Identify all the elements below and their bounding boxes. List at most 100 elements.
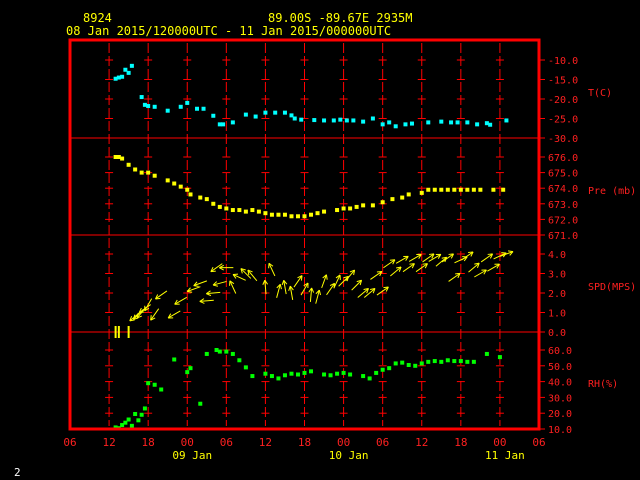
wind-arrow [315, 289, 322, 304]
wind-arrow [390, 266, 402, 277]
data-point [387, 366, 392, 371]
wind-arrow-shaft [300, 282, 309, 296]
x-hour-label: 12 [259, 436, 272, 449]
data-point [491, 187, 496, 192]
wind-arrow [232, 273, 246, 281]
wind-arrow-head [262, 279, 266, 285]
wind-arrow-shaft [480, 253, 493, 263]
wind-arrow-head [359, 280, 363, 286]
wind-arrow-head [496, 263, 500, 269]
wind-arrow-head [370, 288, 376, 290]
data-point [302, 214, 307, 219]
wind-arrow [468, 262, 480, 273]
wind-arrow-shaft [333, 274, 341, 288]
wind-arrow-head [206, 290, 211, 295]
data-point [370, 116, 375, 121]
data-point [465, 187, 470, 192]
wind-arrow [402, 263, 415, 273]
wind-arrow-head [424, 263, 428, 269]
y-tick-label: -25.0 [548, 115, 578, 126]
axis-label: T(C) [588, 88, 612, 99]
y-tick-label: 4.0 [548, 250, 566, 261]
data-point [178, 184, 183, 189]
data-point [129, 423, 134, 428]
axis-label: Pre (mb) [588, 186, 636, 197]
wind-arrow-shaft [357, 288, 369, 298]
data-point [139, 412, 144, 417]
data-point [387, 120, 392, 125]
wind-arrow-shaft [167, 310, 181, 319]
data-point [309, 212, 314, 217]
data-point [224, 206, 229, 211]
wind-arrow [300, 282, 309, 296]
data-point [142, 102, 147, 107]
data-point [250, 208, 255, 213]
data-point [139, 170, 144, 175]
data-point [120, 156, 125, 161]
wind-arrow-head [422, 263, 428, 265]
wind-arrow-shaft [212, 280, 227, 286]
wind-arrow-head [240, 268, 243, 274]
data-point [406, 363, 411, 368]
y-tick-label: 673.0 [548, 200, 578, 211]
wind-arrow-shaft [363, 288, 376, 298]
y-tick-label: -30.0 [548, 134, 578, 145]
data-point [406, 192, 411, 197]
wind-arrow-shaft [448, 272, 461, 282]
wind-arrow-head [138, 307, 142, 313]
data-point [322, 372, 327, 377]
data-point [165, 108, 170, 113]
wind-arrow-head [376, 270, 382, 273]
wind-arrow-head [167, 313, 172, 319]
wind-arrow-head [150, 315, 152, 321]
plot-frame [68, 38, 541, 431]
wind-arrow-shaft [321, 274, 327, 289]
data-point [439, 119, 444, 124]
wind-arrow [345, 269, 356, 282]
wind-arrow-head [428, 253, 435, 255]
wind-arrow-shaft [206, 291, 221, 295]
wind-arrow [167, 310, 181, 319]
data-point [390, 197, 395, 202]
y-tick-label: 0.0 [548, 328, 566, 339]
wind-arrow-head [509, 251, 514, 256]
data-point [302, 370, 307, 375]
wind-arrow-head [311, 287, 315, 293]
wind-arrow [499, 250, 514, 257]
data-point [439, 359, 444, 364]
data-point [172, 357, 177, 362]
data-point [188, 366, 193, 371]
wind-arrow-shaft [268, 263, 276, 277]
data-point [458, 359, 463, 364]
wind-arrow-shaft [461, 251, 474, 261]
data-point [471, 359, 476, 364]
data-point [426, 359, 431, 364]
wind-arrow-head [199, 298, 205, 302]
data-point [243, 365, 248, 370]
wind-arrow-head [300, 275, 303, 281]
data-point [419, 190, 424, 195]
y-tick-label: 10.0 [548, 425, 572, 436]
wind-arrow-head [356, 279, 362, 283]
wind-arrow [408, 253, 422, 262]
data-point [113, 155, 118, 159]
wind-arrow [247, 269, 258, 282]
data-point [139, 95, 144, 100]
wind-arrow-head [150, 317, 156, 321]
wind-arrow-head [155, 297, 161, 300]
x-hour-label: 00 [181, 436, 194, 449]
data-point [380, 367, 385, 372]
wind-arrow-head [303, 282, 309, 287]
wind-arrow-head [139, 311, 145, 314]
data-point [299, 117, 304, 122]
data-point [185, 100, 190, 105]
data-point [465, 120, 470, 125]
frame [68, 38, 541, 431]
data-point [273, 110, 278, 115]
wind-arrow [480, 253, 494, 263]
wind-arrow-head [264, 279, 268, 285]
data-point [309, 369, 314, 374]
data-point [120, 74, 125, 79]
data-point [289, 214, 294, 219]
y-tick-label: 40.0 [548, 378, 572, 389]
